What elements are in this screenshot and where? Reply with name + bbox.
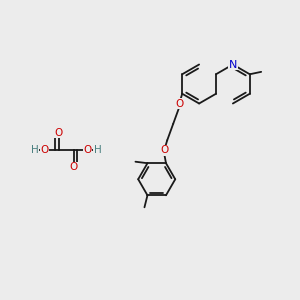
Text: O: O [54, 128, 63, 138]
Text: O: O [69, 162, 78, 172]
Text: H: H [31, 145, 38, 155]
Text: N: N [229, 59, 237, 70]
Text: O: O [40, 145, 49, 155]
Text: H: H [94, 145, 101, 155]
Text: O: O [160, 145, 168, 155]
Text: O: O [175, 99, 183, 109]
Text: O: O [83, 145, 92, 155]
